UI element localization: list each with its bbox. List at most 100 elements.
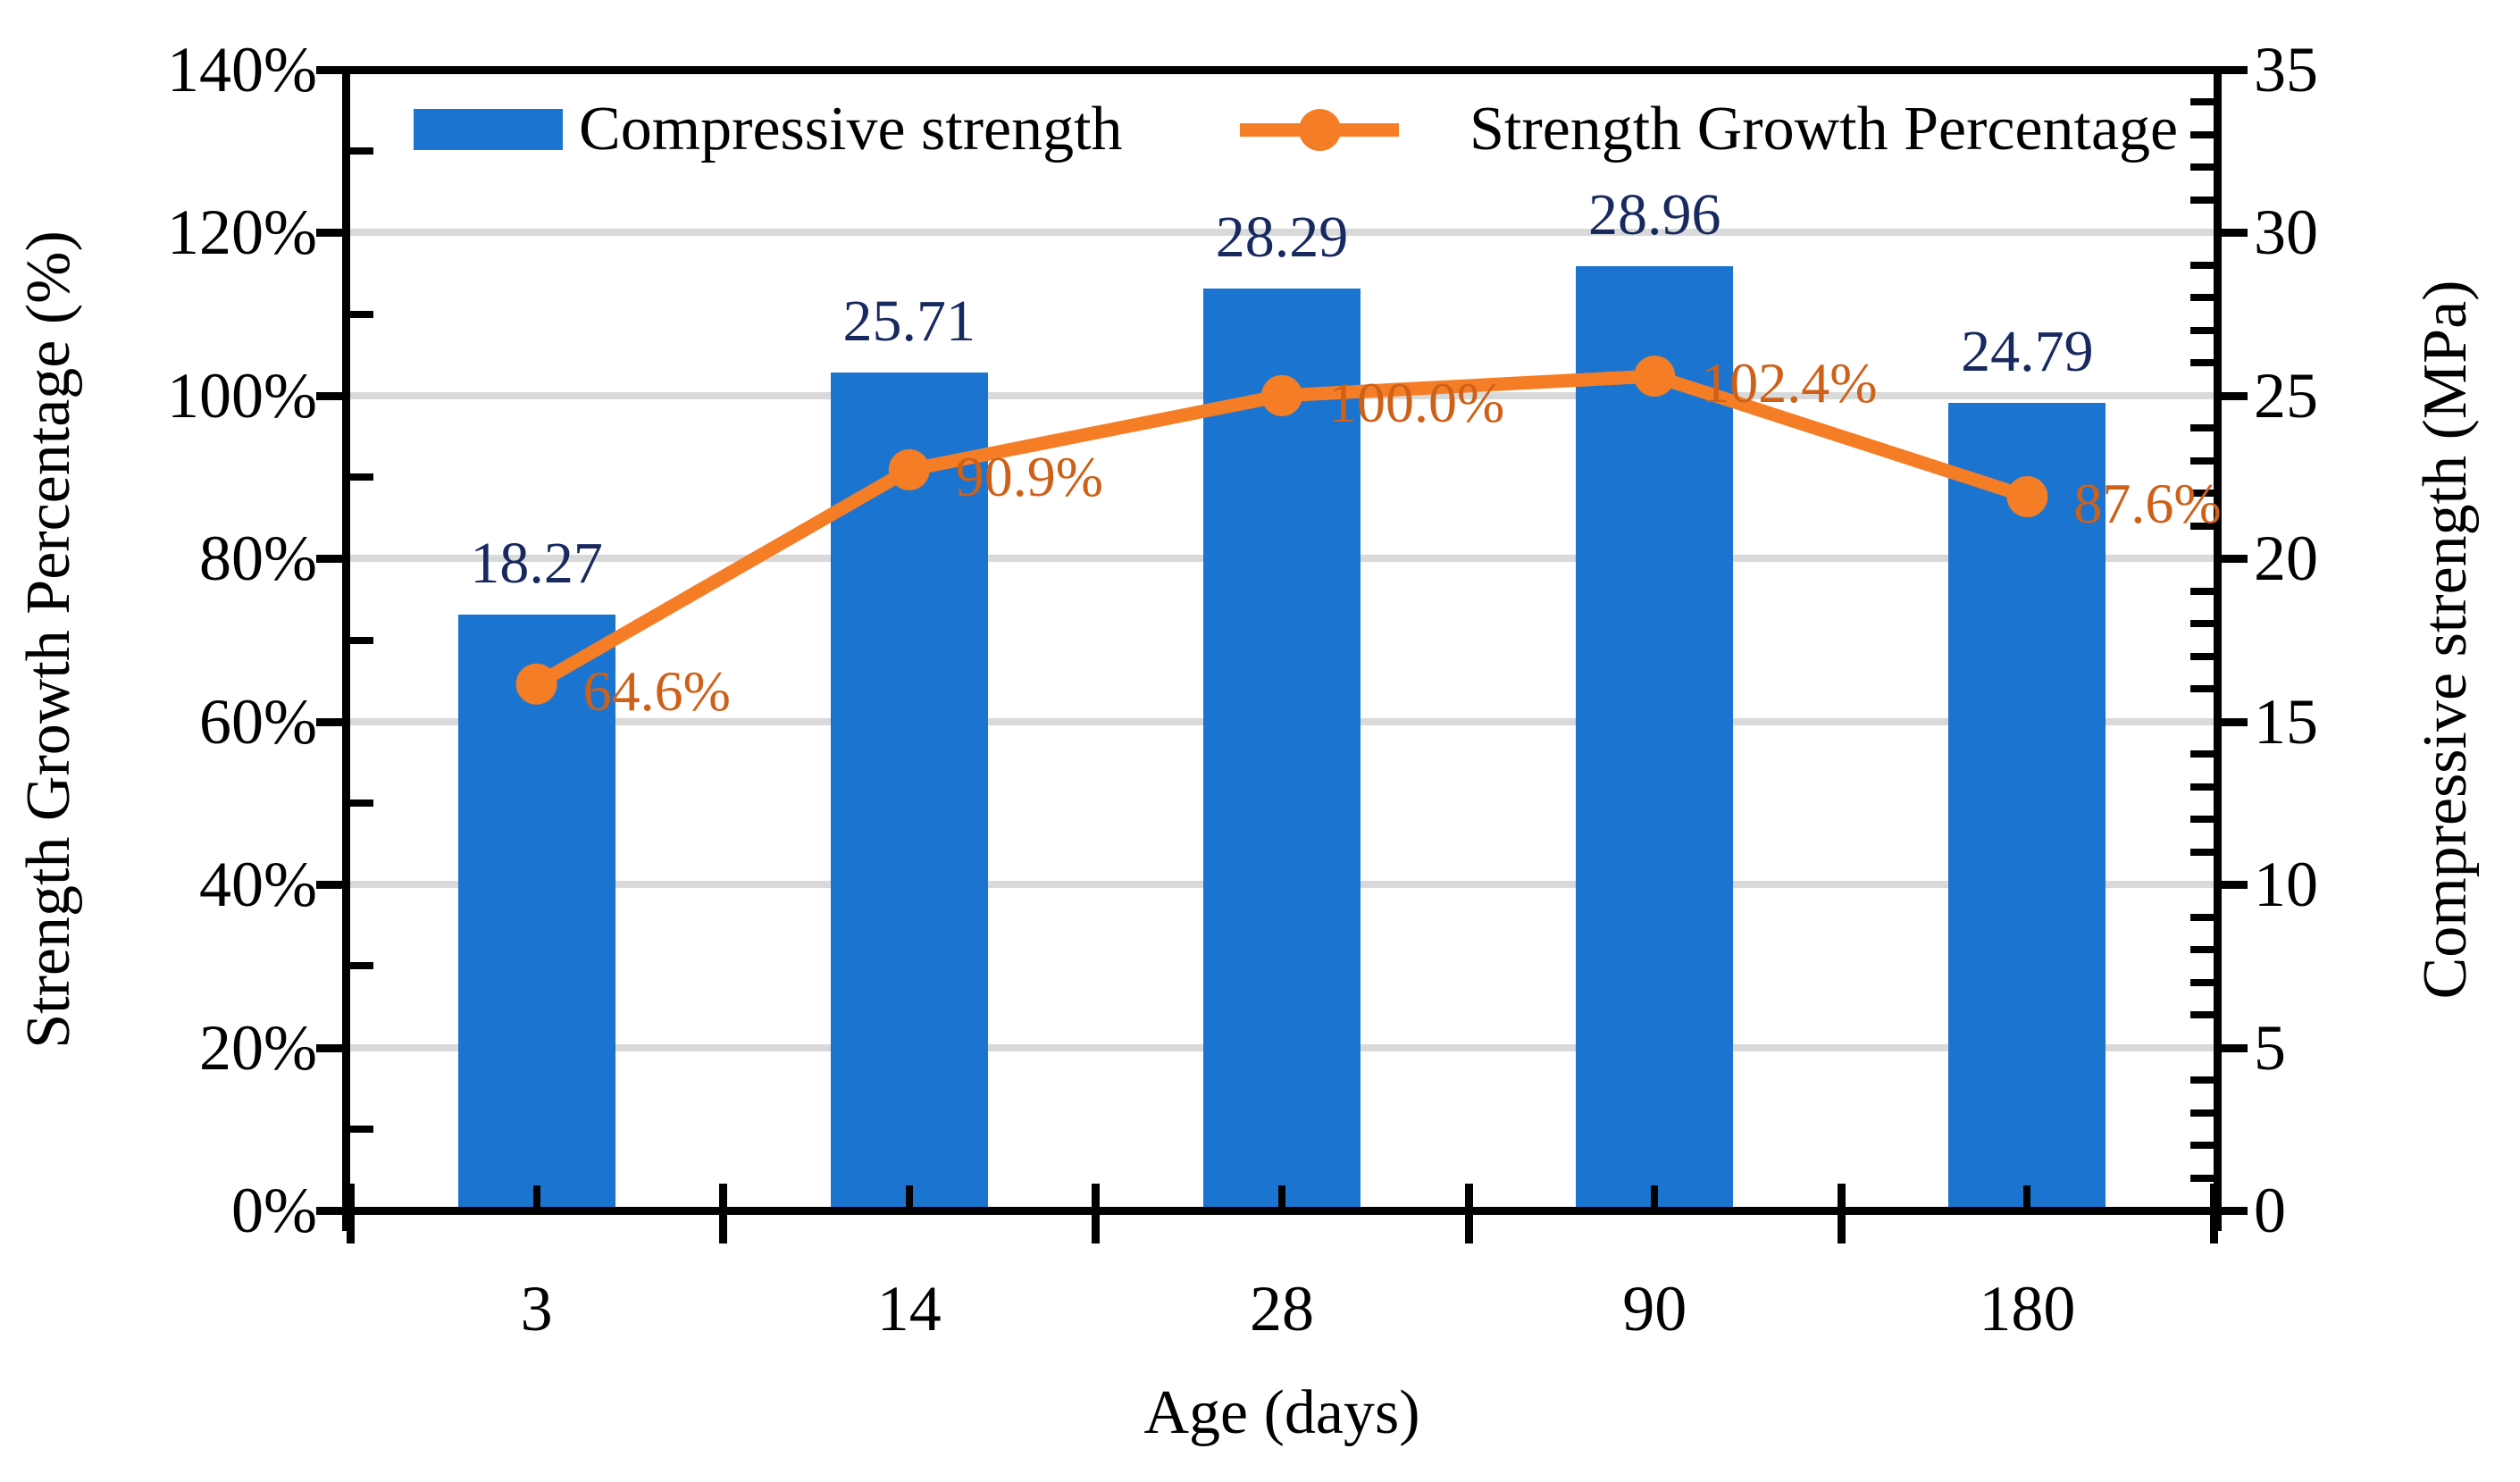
left-axis-major-tick xyxy=(316,555,343,564)
left-axis-major-tick xyxy=(316,881,343,890)
bar-value-label: 18.27 xyxy=(470,531,603,597)
right-axis-tick-label: 25 xyxy=(2254,359,2318,431)
left-axis-tick-label: 20% xyxy=(199,1011,317,1084)
gridline xyxy=(350,229,2214,237)
bar xyxy=(830,372,988,1210)
right-axis-minor-tick xyxy=(2190,456,2214,465)
right-axis-minor-tick xyxy=(2190,294,2214,302)
x-axis-center-tick xyxy=(2023,1185,2031,1210)
right-axis-minor-tick xyxy=(2190,261,2214,269)
left-axis-major-tick xyxy=(316,66,343,74)
x-axis-title: Age (days) xyxy=(1143,1378,1420,1447)
left-axis-major-tick xyxy=(316,1043,343,1052)
line-path xyxy=(532,369,2030,691)
x-axis-tick-label: 3 xyxy=(520,1273,553,1344)
x-axis-center-tick xyxy=(1278,1185,1285,1210)
right-axis-minor-tick xyxy=(2190,196,2214,204)
right-axis-minor-tick xyxy=(2190,522,2214,530)
left-axis-minor-tick xyxy=(350,962,373,970)
right-axis-major-tick xyxy=(2221,229,2248,238)
legend-bar-swatch xyxy=(414,109,563,150)
left-axis-tick-label: 0% xyxy=(231,1175,317,1246)
x-axis-center-tick xyxy=(1651,1185,1659,1210)
right-axis-minor-tick xyxy=(2190,816,2214,824)
bar-value-label: 25.71 xyxy=(842,288,976,354)
left-axis-minor-tick xyxy=(350,310,373,318)
right-axis-major-tick xyxy=(2221,881,2248,890)
right-axis-minor-tick xyxy=(2190,98,2214,106)
x-axis-tick-label: 28 xyxy=(1250,1273,1314,1344)
right-axis-minor-tick xyxy=(2190,620,2214,628)
right-axis-minor-tick xyxy=(2190,359,2214,367)
left-axis-major-tick xyxy=(316,229,343,238)
right-axis-minor-tick xyxy=(2190,1011,2214,1019)
right-axis-minor-tick xyxy=(2190,946,2214,954)
right-axis-major-tick xyxy=(2221,1043,2248,1052)
left-axis-major-tick xyxy=(316,391,343,400)
left-axis-minor-tick xyxy=(350,799,373,807)
right-axis-minor-tick xyxy=(2190,1174,2214,1182)
plot-top-border xyxy=(343,66,2221,74)
line-value-label: 64.6% xyxy=(582,658,731,723)
right-axis-major-tick xyxy=(2221,391,2248,400)
line-value-label: 100.0% xyxy=(1328,370,1505,434)
left-axis-tick-label: 60% xyxy=(199,685,317,758)
right-axis-minor-tick xyxy=(2190,1076,2214,1084)
right-axis-minor-tick xyxy=(2190,1109,2214,1117)
bar xyxy=(1203,288,1360,1210)
bar-value-label: 28.29 xyxy=(1215,204,1349,270)
left-axis-major-tick xyxy=(316,1207,343,1215)
right-axis-tick-label: 35 xyxy=(2254,34,2318,105)
right-axis-minor-tick xyxy=(2190,424,2214,432)
line-value-label: 102.4% xyxy=(1701,350,1878,414)
line-value-label: 87.6% xyxy=(2073,471,2222,535)
left-axis-minor-tick xyxy=(350,1125,373,1133)
x-axis-boundary-tick xyxy=(719,1184,728,1243)
left-axis-minor-tick xyxy=(350,147,373,155)
x-axis-center-tick xyxy=(532,1185,540,1210)
right-axis-minor-tick xyxy=(2190,130,2214,138)
bar-value-label: 28.96 xyxy=(1587,182,1721,248)
right-axis-spine xyxy=(2214,66,2222,1231)
right-axis-tick-label: 5 xyxy=(2254,1011,2286,1084)
line-marker-icon xyxy=(1261,374,1302,416)
bar xyxy=(1948,402,2106,1210)
right-axis-minor-tick xyxy=(2190,978,2214,986)
x-axis-boundary-tick xyxy=(2210,1184,2218,1243)
legend: Compressive strength Strength Growth Per… xyxy=(0,86,2520,175)
bar-value-label: 24.79 xyxy=(1961,318,2094,384)
right-axis-tick-label: 20 xyxy=(2254,523,2318,595)
x-axis-line xyxy=(343,1207,2221,1215)
right-axis-tick-label: 0 xyxy=(2254,1175,2286,1246)
right-axis-minor-tick xyxy=(2190,685,2214,693)
plot-area: 18.27 25.71 28.29 28.96 24.79 64.6% 90.9% 100.0… xyxy=(316,66,2248,1243)
right-axis-minor-tick xyxy=(2190,848,2214,856)
line-marker-icon xyxy=(1634,355,1676,397)
x-axis-tick-label: 90 xyxy=(1622,1273,1687,1344)
right-axis-major-tick xyxy=(2221,717,2248,726)
left-axis-minor-tick xyxy=(350,473,373,481)
line-marker-icon xyxy=(2006,475,2048,517)
line-marker-icon xyxy=(515,663,557,705)
left-axis-tick-label: 80% xyxy=(199,523,317,595)
left-axis-major-tick xyxy=(316,717,343,726)
line-value-label: 90.9% xyxy=(955,444,1104,508)
right-axis-minor-tick xyxy=(2190,326,2214,334)
line-marker-icon xyxy=(888,448,930,490)
right-axis-tick-label: 15 xyxy=(2254,685,2318,758)
x-axis-center-tick xyxy=(905,1185,913,1210)
right-axis-minor-tick xyxy=(2190,1142,2214,1150)
right-axis-tick-label: 30 xyxy=(2254,197,2318,269)
legend-label-strength-growth-percentage: Strength Growth Percentage xyxy=(1469,95,2179,163)
right-axis-major-tick xyxy=(2221,555,2248,564)
right-axis-minor-tick xyxy=(2190,587,2214,595)
right-axis-title: Compressive strength (MPa) xyxy=(2411,280,2480,1000)
right-axis-tick-label: 10 xyxy=(2254,849,2318,921)
right-axis-minor-tick xyxy=(2190,490,2214,498)
right-axis-minor-tick xyxy=(2190,163,2214,172)
legend-line-marker-icon xyxy=(1299,109,1341,151)
x-axis-boundary-tick xyxy=(1464,1184,1473,1243)
left-axis-tick-label: 40% xyxy=(199,849,317,921)
left-axis-spine xyxy=(342,66,350,1231)
